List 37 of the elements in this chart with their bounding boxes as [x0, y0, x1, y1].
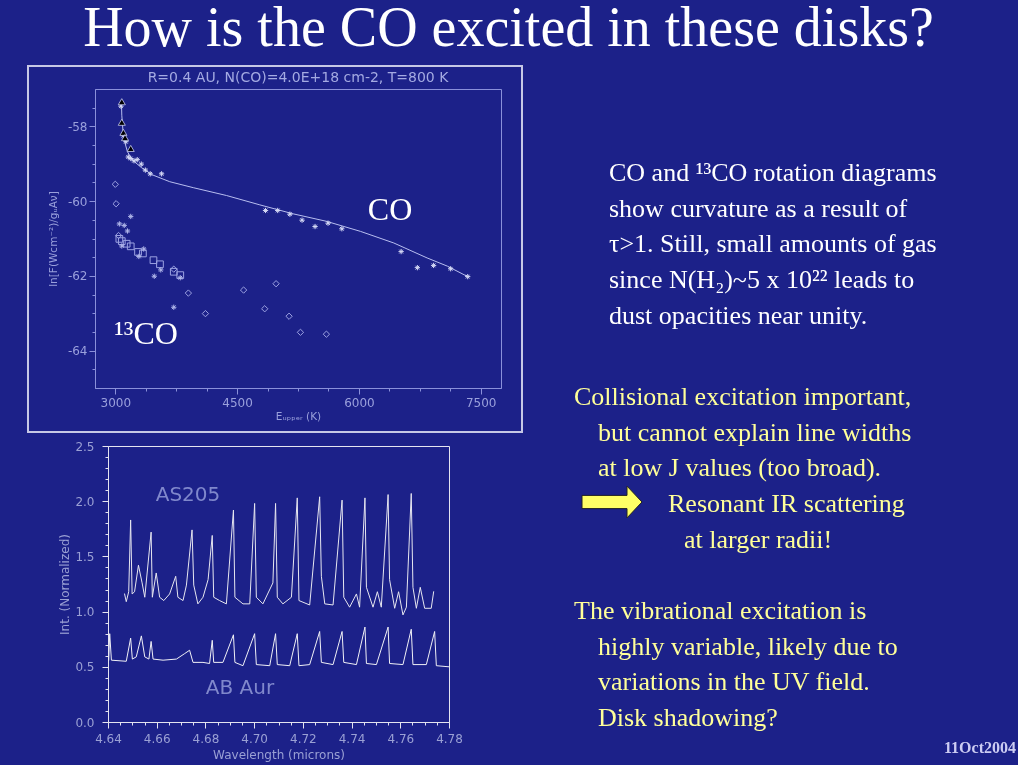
annotation: CO [367, 191, 413, 227]
y-tick-label: 0.0 [75, 715, 95, 730]
series-label: AS205 [155, 482, 221, 506]
y-tick-label: 2.0 [75, 494, 95, 509]
y-tick-label: 0.5 [75, 660, 95, 675]
x-tick-label: 4.74 [338, 731, 366, 746]
y-tick-label: 1.0 [75, 605, 95, 620]
y-axis-title: Int. (Normalized) [58, 534, 73, 635]
x-axis-title: Eᵤₚₚₑᵣ (K) [275, 409, 322, 422]
y-tick-label: 1.5 [75, 549, 95, 564]
text: How is the CO excited in these disks? [83, 0, 934, 58]
x-tick-label: 6000 [344, 395, 375, 410]
x-axis-title: Wavelength (microns) [213, 747, 345, 762]
text: Collisional excitation important, but cannot explain line widths at low J values (too broad). [574, 382, 912, 483]
x-tick-label: 4.76 [387, 731, 415, 746]
x-tick-label: 7500 [465, 395, 497, 410]
y-tick-label: -62 [67, 269, 88, 284]
text: CO and ¹³CO rotation diagrams show curvature as a result of τ>1. Still, small amounts of gas since N(H₂)~5 x 10²² leads to dust opacities near unity. [609, 158, 937, 330]
text: The vibrational excitation is highly variable, likely due to variations in the UV field. Disk shadowing? [574, 596, 898, 733]
x-tick-label: 4.66 [143, 731, 171, 746]
series-label: AB Aur [205, 675, 275, 699]
chart-title: R=0.4 AU, N(CO)=4.0E+18 cm-2, T=800 K [147, 69, 450, 85]
x-tick-label: 4.78 [436, 731, 463, 746]
y-axis-title: ln[F(Wcm⁻²)/gᵤAν] [46, 191, 59, 287]
y-tick-label: 2.5 [75, 439, 95, 454]
x-tick-label: 3000 [100, 395, 132, 410]
y-tick-label: -58 [67, 119, 88, 134]
y-tick-label: -64 [67, 344, 88, 359]
x-tick-label: 4500 [222, 395, 253, 410]
x-tick-label: 4.68 [192, 731, 220, 746]
annotation: ¹³CO [114, 315, 178, 351]
x-tick-label: 4.64 [95, 731, 122, 746]
x-tick-label: 4.70 [241, 731, 268, 746]
text: 11Oct2004 [944, 739, 1016, 756]
text: Resonant IR scattering at larger radii! [668, 489, 905, 554]
y-tick-label: -60 [67, 194, 88, 209]
x-tick-label: 4.72 [290, 731, 317, 746]
